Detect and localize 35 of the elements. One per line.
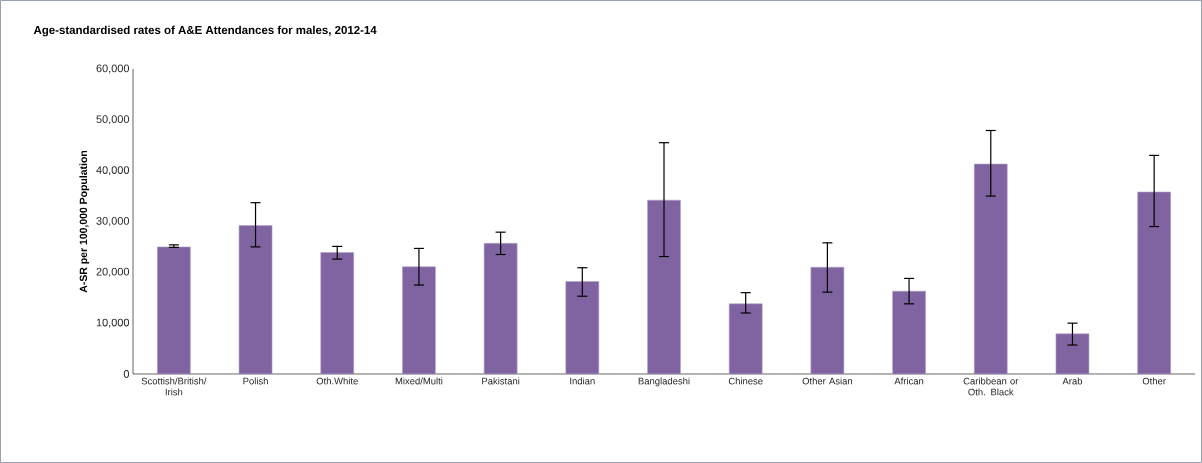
bar (810, 266, 845, 375)
bar (892, 290, 926, 375)
bar (565, 281, 600, 375)
y-tick-label: 50,000 (96, 115, 130, 125)
y-axis-title: A-SR per 100,000 Population (79, 150, 90, 293)
x-tick-label: Caribbean or Oth. Black (963, 377, 1019, 396)
x-tick-label: Mixed/Multi (395, 377, 443, 385)
x-tick-label: Polish (243, 377, 268, 385)
x-tick-label: Bangladeshi (638, 377, 690, 387)
y-tick-label: 60,000 (96, 64, 130, 74)
y-tick-label: 40,000 (96, 166, 130, 176)
y-tick-label: 10,000 (96, 318, 130, 328)
bar (1137, 191, 1171, 375)
bar (238, 225, 273, 375)
x-tick-label: Oth.White (316, 377, 358, 385)
x-tick-label: Other (1142, 377, 1166, 385)
bar (973, 163, 1008, 375)
bar (483, 243, 518, 375)
bar (647, 199, 681, 375)
chart-title: Age-standardised rates of A&E Attendances for males, 2012-14 (33, 25, 377, 37)
y-tick-label: 20,000 (96, 267, 130, 277)
bar (728, 303, 763, 375)
y-tick-label: 30,000 (96, 216, 130, 227)
bar (1055, 333, 1090, 375)
x-tick-label: Scottish/British/ Irish (141, 377, 207, 396)
y-tick-label: 0 (123, 370, 130, 378)
bar (320, 252, 355, 375)
bar (157, 246, 191, 375)
x-tick-label: Chinese (728, 377, 763, 385)
x-tick-label: Indian (570, 377, 595, 385)
x-tick-label: Other Asian (802, 377, 853, 385)
x-tick-label: Pakistani (482, 377, 520, 385)
x-tick-label: African (894, 377, 924, 385)
bar (402, 266, 436, 375)
x-tick-label: Arab (1062, 377, 1083, 385)
